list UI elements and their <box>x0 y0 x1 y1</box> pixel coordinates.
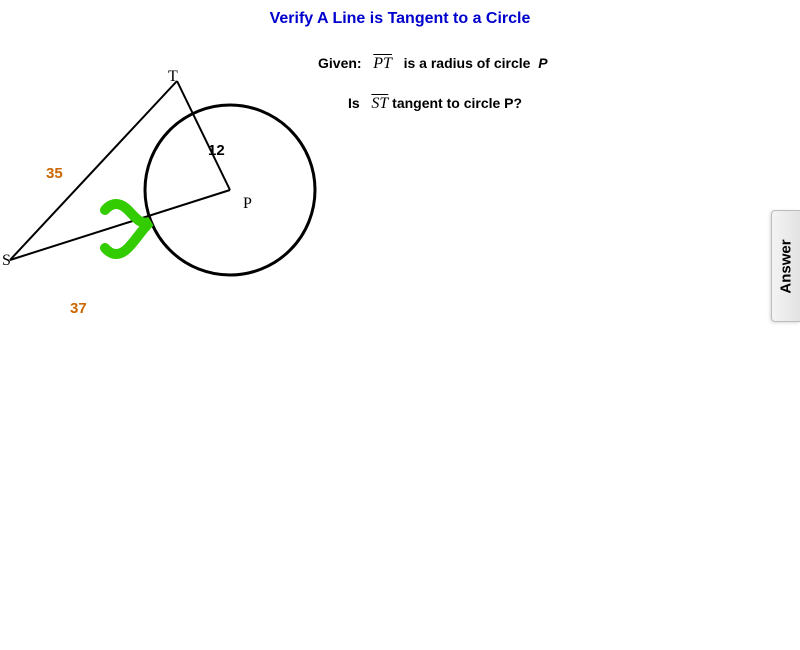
label-12: 12 <box>208 142 225 159</box>
label-t: T <box>168 68 178 86</box>
geometry-diagram <box>0 0 800 650</box>
answer-tab-label: Answer <box>778 239 795 293</box>
line-tp <box>177 81 230 190</box>
brace <box>105 204 150 254</box>
label-35: 35 <box>46 165 63 182</box>
label-p: P <box>243 195 252 213</box>
label-37: 37 <box>70 300 87 317</box>
label-s: S <box>2 252 11 270</box>
answer-tab[interactable]: Answer <box>771 210 800 322</box>
